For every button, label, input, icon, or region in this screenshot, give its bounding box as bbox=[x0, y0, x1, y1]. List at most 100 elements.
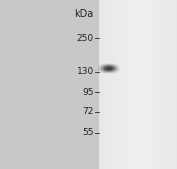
Ellipse shape bbox=[110, 70, 111, 71]
Ellipse shape bbox=[115, 67, 116, 68]
Bar bbox=[130, 0, 132, 169]
Ellipse shape bbox=[111, 71, 112, 72]
Bar bbox=[111, 0, 112, 169]
Ellipse shape bbox=[114, 65, 115, 66]
Ellipse shape bbox=[102, 65, 103, 66]
Ellipse shape bbox=[102, 70, 103, 71]
Ellipse shape bbox=[98, 67, 99, 68]
Ellipse shape bbox=[105, 70, 106, 71]
Ellipse shape bbox=[115, 71, 116, 72]
Ellipse shape bbox=[113, 67, 114, 68]
Ellipse shape bbox=[114, 65, 115, 66]
Ellipse shape bbox=[117, 70, 118, 71]
Ellipse shape bbox=[114, 70, 115, 71]
Bar bbox=[133, 0, 134, 169]
Ellipse shape bbox=[102, 67, 103, 68]
Bar bbox=[155, 0, 156, 169]
Ellipse shape bbox=[114, 71, 115, 72]
Ellipse shape bbox=[109, 68, 110, 69]
Ellipse shape bbox=[99, 69, 100, 70]
Bar bbox=[115, 0, 116, 169]
Ellipse shape bbox=[111, 69, 112, 70]
Ellipse shape bbox=[109, 66, 110, 67]
Ellipse shape bbox=[114, 70, 115, 71]
Ellipse shape bbox=[101, 66, 102, 67]
Ellipse shape bbox=[105, 67, 106, 68]
Ellipse shape bbox=[118, 69, 119, 70]
Ellipse shape bbox=[103, 69, 104, 70]
Bar bbox=[99, 0, 100, 169]
Ellipse shape bbox=[117, 69, 118, 70]
Ellipse shape bbox=[102, 68, 103, 69]
Bar bbox=[102, 0, 103, 169]
Ellipse shape bbox=[104, 70, 105, 71]
Ellipse shape bbox=[100, 67, 101, 68]
Ellipse shape bbox=[104, 64, 105, 65]
Ellipse shape bbox=[107, 70, 108, 71]
Ellipse shape bbox=[110, 71, 111, 72]
Ellipse shape bbox=[107, 65, 108, 66]
Ellipse shape bbox=[101, 68, 102, 69]
Ellipse shape bbox=[107, 68, 108, 69]
Ellipse shape bbox=[108, 64, 109, 65]
Ellipse shape bbox=[111, 65, 112, 66]
Ellipse shape bbox=[111, 68, 112, 69]
Bar bbox=[107, 0, 108, 169]
Ellipse shape bbox=[100, 66, 101, 67]
Ellipse shape bbox=[110, 68, 111, 69]
Ellipse shape bbox=[108, 65, 109, 66]
Ellipse shape bbox=[113, 70, 114, 71]
Ellipse shape bbox=[118, 67, 119, 68]
Ellipse shape bbox=[111, 67, 112, 68]
Ellipse shape bbox=[117, 66, 118, 67]
Ellipse shape bbox=[115, 67, 116, 68]
Ellipse shape bbox=[117, 70, 118, 71]
Ellipse shape bbox=[107, 70, 108, 71]
Ellipse shape bbox=[113, 64, 114, 65]
Ellipse shape bbox=[115, 70, 116, 71]
Ellipse shape bbox=[114, 67, 115, 68]
Ellipse shape bbox=[101, 67, 102, 68]
Ellipse shape bbox=[111, 64, 112, 65]
Ellipse shape bbox=[106, 71, 107, 72]
Ellipse shape bbox=[107, 68, 108, 69]
Ellipse shape bbox=[104, 68, 105, 69]
Ellipse shape bbox=[118, 67, 119, 68]
Ellipse shape bbox=[104, 67, 105, 68]
Ellipse shape bbox=[102, 72, 103, 73]
Ellipse shape bbox=[103, 70, 104, 71]
Ellipse shape bbox=[111, 70, 112, 71]
Ellipse shape bbox=[101, 66, 102, 67]
Ellipse shape bbox=[108, 68, 109, 69]
Ellipse shape bbox=[107, 66, 108, 67]
Ellipse shape bbox=[110, 66, 111, 67]
Ellipse shape bbox=[117, 67, 118, 68]
Ellipse shape bbox=[107, 70, 108, 71]
Ellipse shape bbox=[111, 65, 112, 66]
Ellipse shape bbox=[116, 70, 117, 71]
Ellipse shape bbox=[107, 72, 108, 73]
Ellipse shape bbox=[108, 69, 109, 70]
Ellipse shape bbox=[111, 69, 112, 70]
Ellipse shape bbox=[115, 68, 116, 69]
Ellipse shape bbox=[114, 69, 115, 70]
Bar bbox=[113, 0, 115, 169]
Ellipse shape bbox=[109, 72, 110, 73]
Ellipse shape bbox=[108, 65, 109, 66]
Ellipse shape bbox=[118, 68, 119, 69]
Ellipse shape bbox=[103, 72, 104, 73]
Ellipse shape bbox=[111, 66, 112, 67]
Text: kDa: kDa bbox=[75, 9, 94, 19]
Ellipse shape bbox=[114, 64, 115, 65]
Ellipse shape bbox=[107, 65, 108, 66]
Ellipse shape bbox=[105, 65, 106, 66]
Ellipse shape bbox=[101, 71, 102, 72]
Ellipse shape bbox=[104, 65, 105, 66]
Ellipse shape bbox=[108, 72, 109, 73]
Ellipse shape bbox=[105, 70, 106, 71]
Bar bbox=[120, 0, 121, 169]
Ellipse shape bbox=[105, 65, 106, 66]
Ellipse shape bbox=[112, 64, 113, 65]
Bar bbox=[110, 0, 111, 169]
Ellipse shape bbox=[108, 67, 109, 68]
